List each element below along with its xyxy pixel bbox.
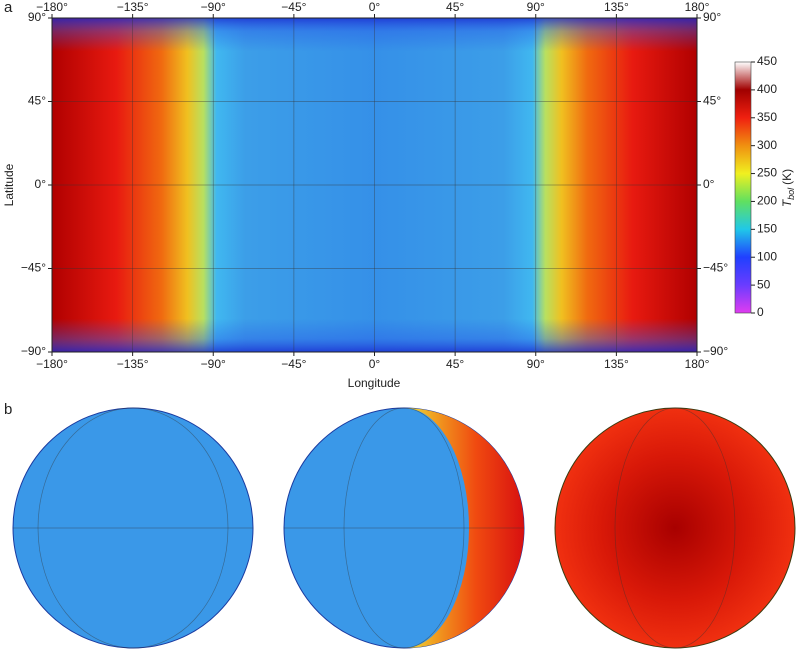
colorbar-tick-label: 0 xyxy=(757,305,764,319)
y-tick-label-right: 45° xyxy=(703,94,721,108)
globe xyxy=(12,407,254,649)
x-tick-label-top: −90° xyxy=(201,0,226,14)
colorbar-tick-label: 350 xyxy=(757,110,777,124)
x-tick-label-top: 180° xyxy=(685,0,710,14)
colorbar-tick-label: 50 xyxy=(757,277,771,291)
globe-day xyxy=(554,407,796,649)
x-tick-label: −45° xyxy=(281,357,306,371)
y-axis-label: Latitude xyxy=(2,163,16,206)
y-tick-label: −90° xyxy=(21,344,46,358)
cb-unit: (K) xyxy=(780,169,794,185)
x-tick-label-top: −180° xyxy=(36,0,68,14)
globe-night xyxy=(12,407,254,649)
x-tick-label-top: −45° xyxy=(281,0,306,14)
colorbar-tick-label: 300 xyxy=(757,138,777,152)
x-tick-label-top: 45° xyxy=(446,0,464,14)
colorbar-label: Tbol (K) xyxy=(780,169,796,207)
y-tick-label: 45° xyxy=(28,94,46,108)
y-tick-label: 0° xyxy=(35,177,47,191)
cb-subscript: bol xyxy=(786,187,796,200)
y-tick-label-right: 0° xyxy=(703,177,715,191)
globe-terminator xyxy=(283,407,525,649)
meridian xyxy=(614,407,736,649)
x-tick-label-top: 90° xyxy=(527,0,545,14)
cb-symbol: T xyxy=(780,198,794,207)
meridian xyxy=(37,407,229,649)
y-tick-label-right: −45° xyxy=(703,261,728,275)
x-tick-label: −180° xyxy=(36,357,68,371)
colorbar-tick-label: 150 xyxy=(757,222,777,236)
y-tick-label: 90° xyxy=(28,10,46,24)
x-tick-label-top: 135° xyxy=(604,0,629,14)
meridian xyxy=(343,407,465,649)
day-crescent xyxy=(404,408,524,648)
x-tick-label: 45° xyxy=(446,357,464,371)
x-tick-label-top: 0° xyxy=(369,0,381,14)
colorbar-tick-label: 100 xyxy=(757,249,777,263)
x-tick-label: −135° xyxy=(117,357,149,371)
y-tick-label-right: −90° xyxy=(703,344,728,358)
colorbar xyxy=(734,61,752,314)
y-tick-label-right: 90° xyxy=(703,10,721,24)
x-tick-label: 180° xyxy=(685,357,710,371)
globe xyxy=(554,407,796,649)
x-tick-label: 0° xyxy=(369,357,381,371)
x-tick-label-top: −135° xyxy=(117,0,149,14)
colorbar-tick-label: 200 xyxy=(757,194,777,208)
x-tick-label: −90° xyxy=(201,357,226,371)
panel-label: b xyxy=(4,401,12,418)
colorbar-tick-label: 250 xyxy=(757,166,777,180)
x-tick-label: 135° xyxy=(604,357,629,371)
panel-label: a xyxy=(4,0,13,16)
y-tick-label: −45° xyxy=(21,261,46,275)
colorbar-tick-label: 450 xyxy=(757,54,777,68)
colorbar-tick-label: 400 xyxy=(757,82,777,96)
x-axis-label: Longitude xyxy=(348,376,401,390)
x-tick-label: 90° xyxy=(527,357,545,371)
